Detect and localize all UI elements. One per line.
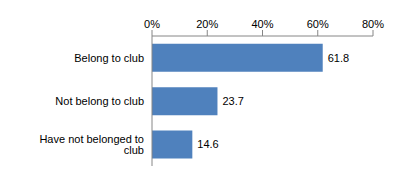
svg-text:Belong to club: Belong to club <box>74 52 144 64</box>
svg-text:20%: 20% <box>196 18 218 30</box>
svg-text:Not belong to club: Not belong to club <box>55 95 144 107</box>
svg-text:23.7: 23.7 <box>222 95 243 107</box>
svg-text:60%: 60% <box>307 18 329 30</box>
svg-text:80%: 80% <box>362 18 384 30</box>
svg-text:61.8: 61.8 <box>328 52 349 64</box>
svg-text:Have not belonged toclub: Have not belonged toclub <box>39 133 144 156</box>
svg-text:40%: 40% <box>251 18 273 30</box>
svg-text:0%: 0% <box>144 18 160 30</box>
svg-text:14.6: 14.6 <box>197 138 218 150</box>
